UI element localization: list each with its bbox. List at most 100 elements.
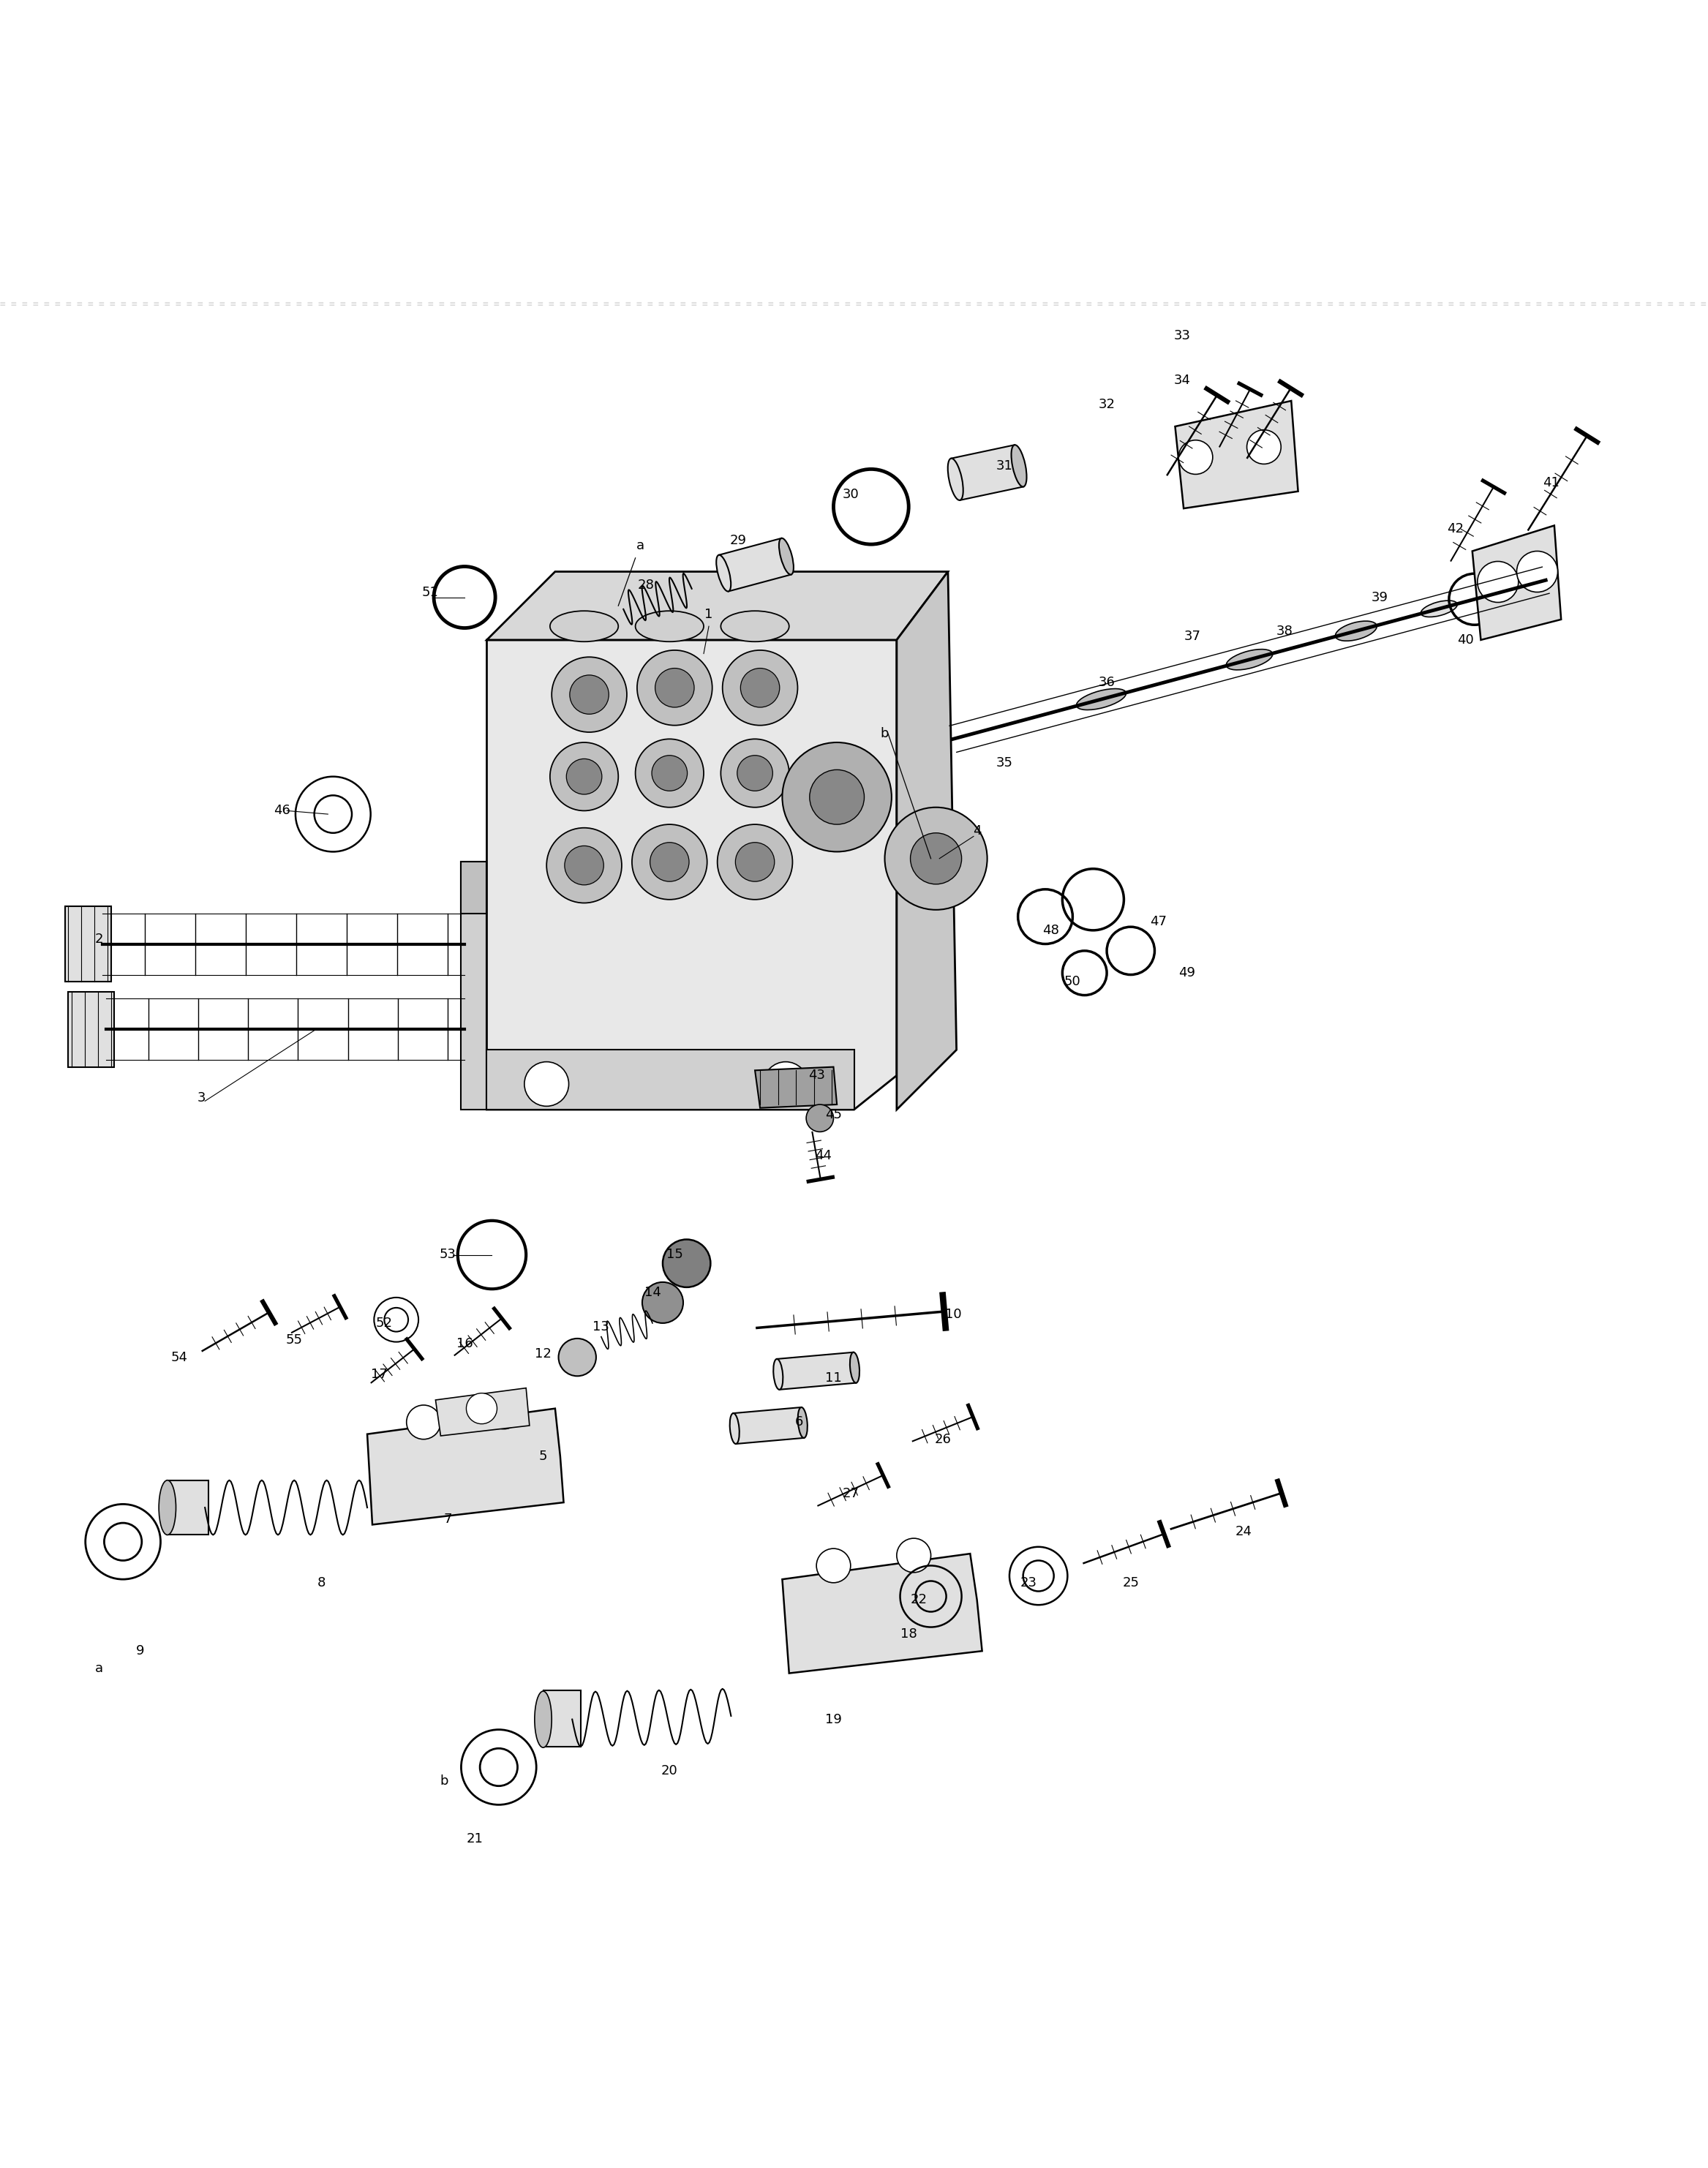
Text: 48: 48 (1042, 924, 1059, 937)
Polygon shape (897, 572, 956, 1110)
Ellipse shape (1076, 689, 1126, 709)
Polygon shape (1175, 401, 1298, 509)
Text: 14: 14 (644, 1286, 661, 1299)
Polygon shape (461, 863, 487, 913)
Text: 37: 37 (1184, 631, 1201, 644)
Text: 1: 1 (705, 607, 712, 620)
Text: 3: 3 (198, 1091, 205, 1104)
Text: 50: 50 (1064, 976, 1081, 989)
Text: 18: 18 (900, 1628, 917, 1641)
Circle shape (663, 1240, 711, 1288)
Circle shape (407, 1405, 441, 1440)
Text: 17: 17 (371, 1368, 388, 1381)
Circle shape (1247, 429, 1281, 464)
Circle shape (738, 754, 772, 791)
Polygon shape (782, 1554, 982, 1674)
Text: 47: 47 (1149, 915, 1167, 928)
Text: b: b (881, 726, 888, 741)
Polygon shape (461, 863, 487, 1110)
Text: 5: 5 (540, 1450, 547, 1463)
Text: 43: 43 (808, 1069, 825, 1082)
Polygon shape (65, 906, 111, 982)
Text: 46: 46 (273, 804, 290, 817)
Circle shape (466, 1394, 497, 1424)
Polygon shape (719, 538, 791, 592)
Circle shape (1179, 440, 1213, 475)
Circle shape (637, 650, 712, 726)
Ellipse shape (1421, 601, 1457, 618)
Ellipse shape (779, 538, 794, 575)
Text: 53: 53 (439, 1249, 456, 1262)
Text: 9: 9 (137, 1646, 143, 1659)
Text: 36: 36 (1098, 676, 1115, 689)
Circle shape (885, 806, 987, 911)
Text: 44: 44 (815, 1149, 832, 1162)
Text: 26: 26 (934, 1433, 951, 1446)
Circle shape (552, 657, 627, 733)
Polygon shape (487, 1049, 854, 1110)
Circle shape (1477, 562, 1518, 603)
Circle shape (567, 759, 601, 793)
Text: 41: 41 (1542, 477, 1559, 490)
Circle shape (632, 824, 707, 900)
Text: a: a (96, 1661, 102, 1674)
Circle shape (547, 828, 622, 902)
Polygon shape (487, 572, 948, 640)
Circle shape (652, 754, 687, 791)
Text: 10: 10 (945, 1307, 962, 1320)
Ellipse shape (159, 1481, 176, 1535)
Text: 25: 25 (1122, 1576, 1139, 1589)
Circle shape (721, 739, 789, 806)
Circle shape (810, 770, 864, 824)
Text: 24: 24 (1235, 1524, 1252, 1537)
Ellipse shape (1011, 444, 1027, 488)
Text: 27: 27 (842, 1487, 859, 1500)
Text: 4: 4 (974, 824, 980, 837)
Text: 33: 33 (1173, 330, 1190, 343)
Circle shape (806, 1104, 834, 1132)
Circle shape (559, 1338, 596, 1377)
Circle shape (651, 843, 688, 882)
Text: 39: 39 (1372, 590, 1389, 605)
Polygon shape (367, 1409, 564, 1524)
Text: 35: 35 (996, 757, 1013, 770)
Circle shape (910, 833, 962, 885)
Circle shape (897, 1539, 931, 1572)
Text: 45: 45 (825, 1108, 842, 1121)
Ellipse shape (721, 611, 789, 642)
Circle shape (487, 1394, 521, 1429)
Ellipse shape (635, 611, 704, 642)
Ellipse shape (948, 457, 963, 501)
Text: a: a (637, 540, 644, 553)
Text: 21: 21 (466, 1832, 483, 1845)
Ellipse shape (535, 1691, 552, 1747)
Circle shape (722, 650, 798, 726)
Polygon shape (755, 1067, 837, 1108)
Polygon shape (167, 1481, 208, 1535)
Circle shape (717, 824, 793, 900)
Polygon shape (543, 1691, 581, 1747)
Text: 20: 20 (661, 1765, 678, 1778)
Text: 42: 42 (1447, 522, 1464, 535)
Ellipse shape (798, 1407, 808, 1437)
Ellipse shape (774, 1359, 782, 1390)
Text: 52: 52 (376, 1316, 393, 1329)
Text: 7: 7 (444, 1513, 451, 1526)
Circle shape (741, 668, 779, 707)
Polygon shape (68, 991, 114, 1067)
Text: 30: 30 (842, 488, 859, 501)
Text: 31: 31 (996, 460, 1013, 473)
Text: 49: 49 (1179, 967, 1196, 980)
Text: 38: 38 (1276, 624, 1293, 637)
Polygon shape (777, 1353, 856, 1390)
Text: 16: 16 (456, 1338, 473, 1351)
Polygon shape (487, 640, 897, 1110)
Text: 11: 11 (825, 1370, 842, 1385)
Text: 40: 40 (1457, 633, 1474, 646)
Circle shape (635, 739, 704, 806)
Circle shape (570, 674, 608, 713)
Ellipse shape (851, 1353, 859, 1383)
Polygon shape (951, 444, 1023, 501)
Text: 22: 22 (910, 1593, 927, 1606)
Text: b: b (441, 1773, 447, 1786)
